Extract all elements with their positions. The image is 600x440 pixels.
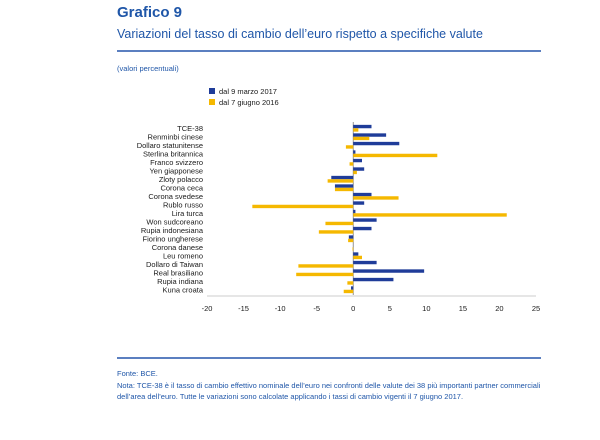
legend-label: dal 9 marzo 2017 [219, 87, 277, 96]
bar-since-jun-2016 [349, 162, 354, 166]
bar-since-jun-2016 [334, 187, 354, 192]
category-label: Zloty polacco [159, 175, 203, 184]
category-label: Fiorino ungherese [143, 234, 203, 243]
category-label: Real brasiliano [153, 268, 203, 277]
category-label: Renminbi cinese [148, 132, 203, 141]
category-label: Dollaro statunitense [137, 141, 203, 150]
x-tick-label: 0 [351, 304, 355, 313]
bar-since-jun-2016 [352, 247, 354, 251]
legend-swatch [209, 99, 215, 105]
bar-since-mar-2017 [353, 269, 425, 273]
bar-since-mar-2017 [348, 235, 354, 239]
category-label: Sterlina britannica [143, 149, 204, 158]
x-tick-label: -15 [238, 304, 249, 313]
bar-since-jun-2016 [347, 281, 354, 285]
x-tick-label: 25 [532, 304, 540, 313]
bar-since-jun-2016 [252, 204, 354, 209]
legend-swatch [209, 88, 215, 94]
category-label: Leu romeno [163, 251, 203, 260]
bar-since-jun-2016 [318, 230, 354, 234]
category-label: Yen giapponese [149, 166, 203, 175]
bar-since-mar-2017 [353, 158, 362, 163]
bar-since-mar-2017 [353, 277, 394, 282]
bar-since-mar-2017 [353, 218, 377, 222]
category-label: Lira turca [172, 209, 204, 218]
bar-since-jun-2016 [353, 136, 370, 141]
bar-since-mar-2017 [353, 150, 356, 154]
bar-since-jun-2016 [353, 255, 362, 260]
x-tick-label: -20 [202, 304, 213, 313]
category-label: Dollaro di Taiwan [146, 260, 203, 269]
bar-since-jun-2016 [343, 289, 354, 294]
category-label: Franco svizzero [150, 158, 203, 167]
category-label: Kuna croata [163, 285, 204, 294]
bar-since-mar-2017 [353, 201, 365, 205]
bar-since-jun-2016 [353, 153, 438, 158]
category-label: Won sudcoreano [146, 217, 203, 226]
category-label: Corona svedese [148, 192, 203, 201]
bar-since-mar-2017 [353, 167, 365, 171]
bottom-divider [117, 357, 541, 359]
bar-since-jun-2016 [353, 170, 357, 175]
x-tick-label: 15 [459, 304, 467, 313]
bar-since-jun-2016 [353, 128, 359, 132]
category-label: Rublo russo [163, 200, 203, 209]
bar-since-jun-2016 [348, 238, 354, 243]
bar-since-jun-2016 [353, 196, 399, 200]
x-tick-label: 20 [495, 304, 503, 313]
bar-since-jun-2016 [298, 264, 354, 268]
unit-label: (valori percentuali) [117, 64, 179, 73]
bar-since-mar-2017 [353, 209, 356, 214]
bar-since-jun-2016 [345, 145, 354, 149]
x-tick-label: 10 [422, 304, 430, 313]
bar-since-mar-2017 [353, 252, 359, 256]
top-divider [117, 50, 541, 52]
bar-since-jun-2016 [327, 179, 354, 183]
note-text: Nota: TCE-38 è il tasso di cambio effett… [117, 381, 541, 401]
chart-title: Grafico 9 [117, 4, 183, 21]
category-label: TCE-38 [177, 124, 203, 133]
legend-label: dal 7 giugno 2016 [219, 98, 279, 107]
bar-since-mar-2017 [353, 141, 400, 146]
bar-since-mar-2017 [353, 226, 372, 231]
x-tick-label: -10 [275, 304, 286, 313]
bar-since-mar-2017 [353, 192, 372, 197]
bar-since-jun-2016 [325, 221, 354, 226]
x-tick-label: 5 [388, 304, 392, 313]
category-label: Rupia indiana [157, 277, 204, 286]
bar-since-mar-2017 [353, 124, 372, 129]
bar-since-jun-2016 [296, 272, 354, 277]
bar-since-mar-2017 [353, 260, 377, 265]
bar-since-mar-2017 [334, 184, 354, 188]
category-label: Corona ceca [160, 183, 203, 192]
bar-since-jun-2016 [353, 213, 507, 217]
category-label: Rupia indonesiana [141, 226, 204, 235]
bar-since-mar-2017 [351, 286, 354, 290]
x-tick-label: -5 [313, 304, 320, 313]
category-label: Corona danese [152, 243, 203, 252]
chart-subtitle: Variazioni del tasso di cambio dell’euro… [117, 27, 483, 41]
bar-since-mar-2017 [331, 175, 354, 180]
source-text: Fonte: BCE. [117, 369, 158, 378]
bar-since-mar-2017 [353, 133, 387, 137]
